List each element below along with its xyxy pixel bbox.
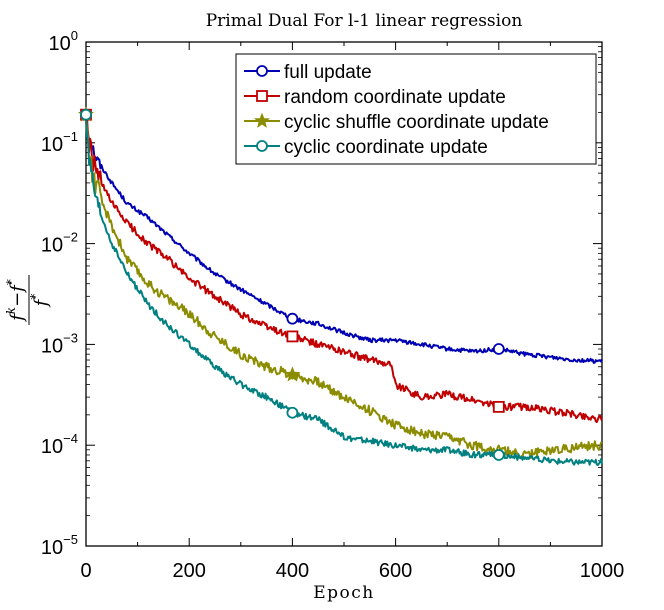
x-tick-label: 800 <box>482 560 515 582</box>
svg-text:fk−f*: fk−f* <box>4 279 28 323</box>
y-label-num-minus: − <box>7 292 28 307</box>
series-2-marker <box>286 330 299 343</box>
axis-ticks: 0 200 400 600 800 1000 100 10−1 10−2 10−3 10−4 10−5 <box>41 28 624 582</box>
legend-box <box>235 53 597 165</box>
x-tick-label: 200 <box>173 560 206 582</box>
legend: full update random coordinate update cycli… <box>235 53 597 165</box>
series-line-2 <box>85 116 603 423</box>
x-tick-label: 400 <box>276 560 309 582</box>
y-tick-label: 10−4 <box>41 431 78 458</box>
y-tick-label: 10−5 <box>41 532 78 559</box>
legend-marker-1 <box>256 65 268 77</box>
svg-text:f*: f* <box>28 294 52 309</box>
series-line-3 <box>85 119 603 459</box>
series-1-marker <box>286 312 299 325</box>
series-markers <box>77 106 505 461</box>
series-3-marker <box>284 366 301 382</box>
legend-label-4: cyclic coordinate update <box>284 137 488 158</box>
chart-title: Primal Dual For l-1 linear regression <box>206 11 523 31</box>
series-4-marker <box>80 108 92 121</box>
x-tick-label: 1000 <box>580 560 625 582</box>
series-line-4 <box>85 118 603 466</box>
series-4-marker <box>492 449 505 461</box>
y-label-den-star: * <box>28 294 42 300</box>
y-label-num-star: * <box>4 279 18 285</box>
legend-label-1: full update <box>284 62 372 83</box>
legend-marker-4 <box>256 140 268 152</box>
legend-marker-3 <box>253 112 271 128</box>
series-2-marker <box>492 400 505 413</box>
series-1-marker <box>492 343 505 355</box>
legend-marker-2 <box>256 90 268 102</box>
y-tick-label: 10−1 <box>41 129 78 156</box>
y-axis-label: fk−f* f* <box>4 275 52 325</box>
y-tick-label: 10−3 <box>41 330 78 357</box>
y-label-num-k: k <box>4 307 18 314</box>
series-lines <box>85 115 603 466</box>
x-tick-label: 600 <box>379 560 412 582</box>
legend-label-2: random coordinate update <box>284 87 506 108</box>
y-tick-label: 10−2 <box>41 230 78 257</box>
series-line-1 <box>85 115 603 364</box>
y-tick-label: 100 <box>49 28 78 55</box>
x-tick-label: 0 <box>80 560 91 582</box>
x-axis-label: Epoch <box>313 583 375 603</box>
legend-label-3: cyclic shuffle coordinate update <box>284 112 549 133</box>
series-4-marker <box>286 406 299 419</box>
